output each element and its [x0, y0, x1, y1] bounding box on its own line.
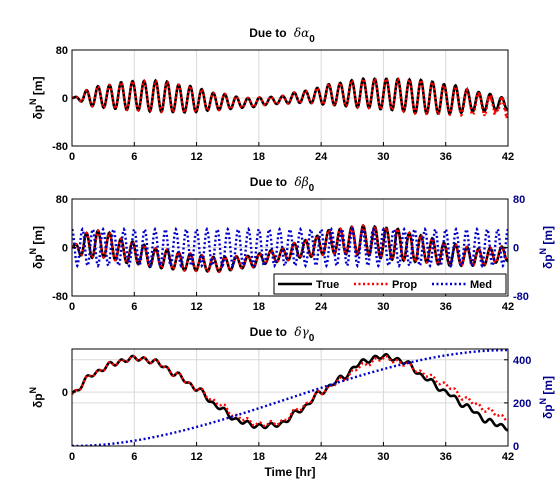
y-tick-label: 80: [56, 194, 68, 206]
y-tick-label-right: -80: [513, 291, 529, 303]
y-tick-label: -80: [52, 291, 68, 303]
chart-title: Due to δβ0: [250, 175, 315, 194]
x-tick-label: 6: [131, 301, 137, 313]
y-axis-label-right-prefix: δp: [541, 254, 555, 269]
x-tick-label: 42: [502, 451, 514, 463]
axes-box: [71, 348, 509, 447]
y-tick-label-right: 200: [513, 398, 531, 410]
chart-title-prefix: Due to: [249, 26, 290, 40]
y-axis-label-prefix: δp: [31, 105, 45, 120]
x-tick-label: 24: [315, 301, 328, 313]
y-axis-label-right-sup: N: [538, 398, 548, 405]
series-prop-line: [72, 354, 508, 428]
y-axis-label-unit: [m]: [31, 76, 45, 98]
y-tick-label: -80: [52, 141, 68, 153]
x-tick-label: 6: [131, 451, 137, 463]
y-axis-label-right-prefix: δp: [541, 404, 555, 419]
series-prop-line: [72, 223, 508, 273]
series-group: [72, 76, 508, 121]
y-axis-label: δpN [m]: [28, 226, 45, 269]
x-tick-label: 0: [69, 151, 75, 163]
y-axis-label-right: δpN [m]: [538, 376, 555, 419]
y-axis-label-right-unit: [m]: [541, 226, 555, 248]
y-tick-label-right: 400: [513, 355, 531, 367]
chart-title-prefix: Due to: [250, 325, 291, 339]
chart-title-symbol: δγ: [294, 325, 309, 339]
series-med-line: [72, 349, 508, 446]
chart-title-symbol: δα: [294, 26, 309, 40]
y-tick-label: 80: [56, 45, 68, 57]
series-group: [72, 349, 508, 446]
y-axis-label: δpN [m]: [28, 76, 45, 119]
x-tick-label: 0: [69, 301, 75, 313]
y-axis-label-right: δpN [m]: [538, 226, 555, 269]
x-tick-label: 12: [190, 151, 202, 163]
legend: True Prop Med: [273, 273, 507, 295]
x-tick-label: 42: [502, 151, 514, 163]
x-tick-label: 6: [131, 151, 137, 163]
y-axis-label-sup: N: [28, 98, 38, 105]
x-tick-label: 30: [377, 151, 389, 163]
y-axis-label-right-unit: [m]: [541, 376, 555, 398]
x-tick-label: 18: [253, 451, 265, 463]
series-group: [72, 223, 508, 274]
y-tick-label-right: 80: [513, 194, 525, 206]
y-tick-label-right: 0: [513, 441, 519, 453]
x-tick-label: 0: [69, 451, 75, 463]
chart-title-prefix: Due to: [250, 175, 291, 189]
y-axis-label-prefix: δp: [31, 254, 45, 269]
y-axis-label: δpN: [28, 387, 45, 408]
x-tick-label: 36: [440, 451, 452, 463]
x-tick-label: 36: [440, 151, 452, 163]
series-prop-line: [72, 77, 508, 121]
chart-title-symbol: δβ: [294, 175, 308, 189]
chart-title: Due to δα0: [249, 26, 315, 45]
chart-title: Due to δγ0: [250, 325, 315, 344]
y-axis-label-prefix: δp: [31, 393, 45, 408]
x-tick-label: 18: [253, 301, 265, 313]
legend-label-med: Med: [470, 279, 492, 291]
x-tick-label: 42: [502, 301, 514, 313]
x-tick-label: 30: [377, 301, 389, 313]
x-tick-label: 12: [190, 451, 202, 463]
chart-title-subscript: 0: [309, 333, 315, 344]
legend-label-prop: Prop: [392, 279, 417, 291]
x-tick-label: 12: [190, 301, 202, 313]
x-axis-label: Time [hr]: [264, 465, 315, 479]
x-tick-label: 24: [315, 151, 328, 163]
x-tick-label: 24: [315, 451, 328, 463]
legend-box: [273, 273, 507, 295]
y-tick-label: 0: [62, 243, 68, 255]
chart-title-subscript: 0: [309, 183, 315, 194]
chart-title-subscript: 0: [309, 34, 315, 45]
x-tick-label: 36: [440, 301, 452, 313]
y-axis-label-sup: N: [28, 248, 38, 255]
y-tick-label-right: 0: [513, 243, 519, 255]
y-axis-label-sup: N: [28, 387, 38, 394]
y-axis-label-unit: [m]: [31, 226, 45, 248]
y-tick-label: 0: [62, 93, 68, 105]
legend-label-true: True: [316, 279, 339, 291]
y-axis-label-right-sup: N: [538, 248, 548, 255]
x-tick-label: 18: [253, 151, 265, 163]
y-tick-label: 0: [62, 387, 68, 399]
x-tick-label: 30: [377, 451, 389, 463]
